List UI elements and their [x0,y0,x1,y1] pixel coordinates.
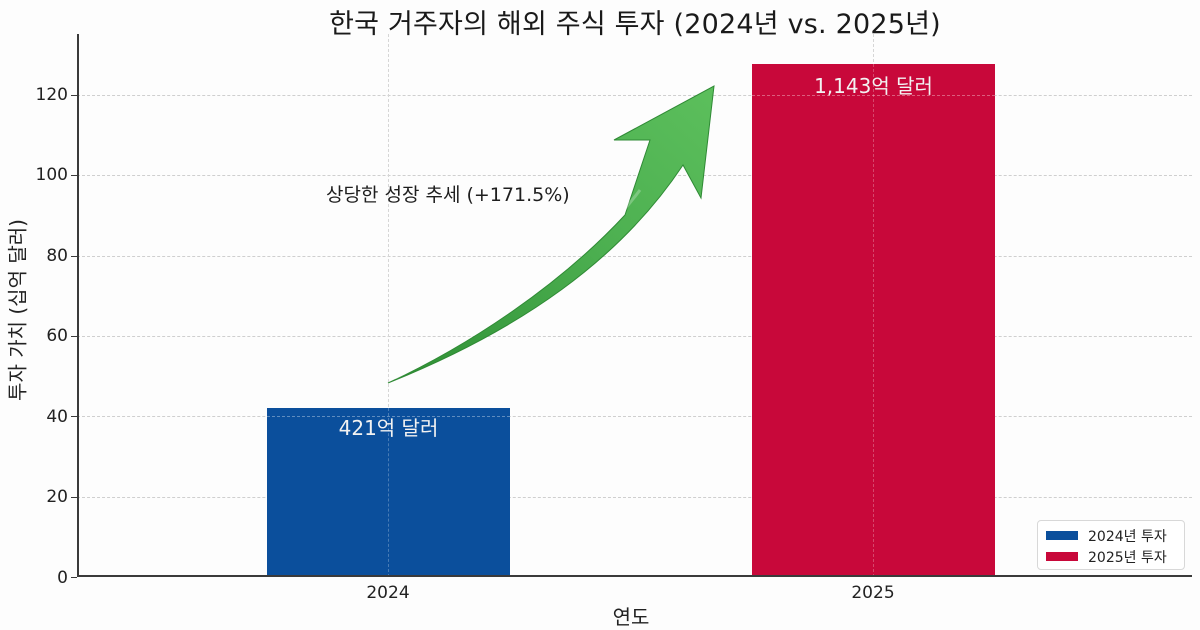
ytick-label-60: 60 [46,326,68,346]
gridline-120 [77,95,1192,96]
legend-item-2024: 2024년 투자 [1044,525,1178,546]
chart-title: 한국 거주자의 해외 주식 투자 (2024년 vs. 2025년) [329,9,941,40]
ytick-100 [71,175,77,176]
ytick-120 [71,95,77,96]
bar-2024: 421억 달러 [267,408,510,577]
gridline-40 [77,416,1192,417]
gridline-60 [77,336,1192,337]
ytick-label-20: 20 [46,487,68,507]
ytick-label-80: 80 [46,246,68,266]
x-axis-label: 연도 [612,605,650,629]
bar-value-label-2025: 1,143억 달러 [814,74,933,98]
legend: 2024년 투자 2025년 투자 [1037,520,1185,570]
ytick-label-40: 40 [46,407,68,427]
gridline-overlay-2024 [388,408,389,577]
gridline-100 [77,175,1192,176]
legend-item-2025: 2025년 투자 [1044,546,1178,567]
plot-area [77,34,1192,577]
legend-label-2025: 2025년 투자 [1088,549,1167,566]
gridline-20 [77,497,1192,498]
ytick-60 [71,336,77,337]
xtick-label-2024: 2024 [366,583,410,603]
gridline-x-2024 [388,34,389,577]
legend-swatch-2025 [1046,552,1078,561]
ytick-label-0: 0 [57,568,68,588]
xtick-label-2025: 2025 [851,583,895,603]
ytick-40 [71,416,77,417]
growth-annotation: 상당한 성장 추세 (+171.5%) [326,184,570,206]
ytick-label-100: 100 [35,165,68,185]
ytick-0 [71,577,77,578]
bar-value-label-2024: 421억 달러 [338,416,439,440]
gridline-overlay-120 [752,95,995,96]
bar-2025: 1,143억 달러 [752,64,995,577]
gridline-overlay-40 [267,416,510,417]
gridline-80 [77,256,1192,257]
legend-swatch-2024 [1046,531,1078,540]
ytick-label-120: 120 [35,85,68,105]
ytick-20 [71,497,77,498]
ytick-80 [71,256,77,257]
gridline-overlay-2025 [873,64,874,577]
legend-label-2024: 2024년 투자 [1088,528,1167,545]
